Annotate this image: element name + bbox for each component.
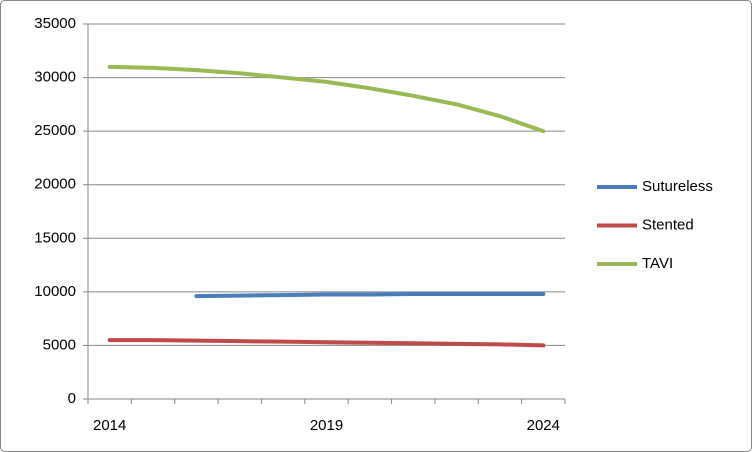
y-tick-label: 35000 xyxy=(34,15,76,32)
y-tick-label: 20000 xyxy=(34,176,76,193)
x-tick-label: 2019 xyxy=(310,417,343,434)
y-tick-label: 25000 xyxy=(34,122,76,139)
y-tick-label: 15000 xyxy=(34,229,76,246)
y-tick-label: 10000 xyxy=(34,283,76,300)
series-line xyxy=(194,292,546,299)
legend-label: TAVI xyxy=(642,255,673,272)
y-tick-label: 30000 xyxy=(34,69,76,86)
y-tick-label: 5000 xyxy=(43,336,76,353)
x-tick-label: 2014 xyxy=(93,417,126,434)
x-tick-label: 2024 xyxy=(527,417,560,434)
series-line xyxy=(107,338,546,348)
legend-label: Stented xyxy=(642,216,694,233)
series-line xyxy=(107,64,546,134)
y-tick-label: 0 xyxy=(68,390,76,407)
legend-label: Sutureless xyxy=(642,178,713,195)
